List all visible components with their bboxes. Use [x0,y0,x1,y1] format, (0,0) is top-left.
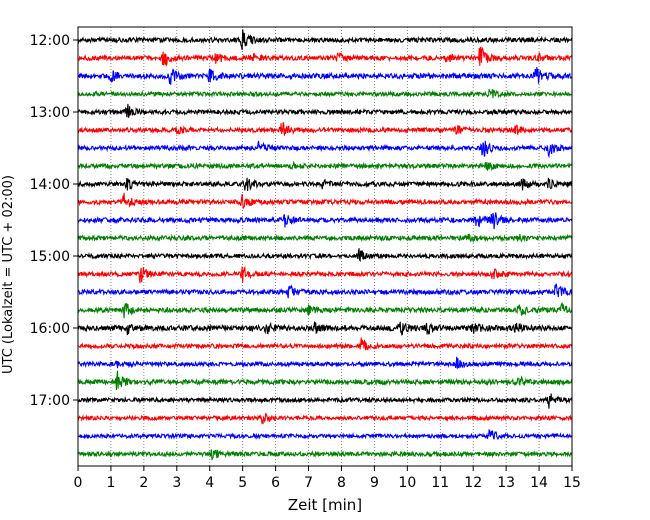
trace-1515 [77,266,573,284]
trace-1445 [77,232,573,244]
y-tick-label: 14:00 [30,177,70,193]
trace-1530 [77,283,573,299]
x-tick-label: 12 [464,475,482,491]
y-tick-label: 15:00 [30,249,70,265]
x-tick-label: 1 [106,475,115,491]
x-tick-label: 14 [530,475,548,491]
y-tick-label: 13:00 [30,105,70,121]
plot-frame [77,26,573,467]
trace-1500 [77,248,573,263]
trace-1430 [77,212,572,230]
x-tick-label: 15 [563,475,581,491]
x-tick-label: 8 [337,475,346,491]
seismogram-traces [77,29,573,461]
x-tick-label: 11 [431,475,449,491]
x-tick-label: 9 [370,475,379,491]
trace-1645 [77,370,573,391]
trace-1415 [77,192,573,209]
trace-1615 [77,337,573,351]
trace-1245 [77,88,573,99]
trace-1345 [77,160,573,172]
trace-1300 [77,103,573,118]
trace-1545 [77,302,573,319]
x-tick-label: 6 [271,475,280,491]
x-tick-label: 4 [205,475,214,491]
x-tick-label: 13 [497,475,515,491]
trace-1315 [77,122,573,136]
y-tick-label: 16:00 [30,321,70,337]
trace-1230 [77,67,573,85]
axis-ticks: 0 1 2 3 4 5 6 7 8 9 10 11 12 13 14 1512:0013:0014:0015:… [30,33,581,491]
trace-1730 [77,428,573,441]
x-tick-label: 0 [74,475,83,491]
trace-1215 [77,46,573,67]
y-axis-label: UTC (Lokalzeit = UTC + 02:00) [1,175,16,374]
trace-1330 [77,140,573,159]
x-tick-label: 7 [304,475,313,491]
trace-1700 [77,393,573,409]
x-tick-label: 2 [139,475,148,491]
y-tick-label: 17:00 [30,393,70,409]
x-tick-label: 5 [238,475,247,491]
x-tick-label: 10 [398,475,416,491]
x-axis-label: Zeit [min] [288,496,362,514]
trace-1630 [77,356,573,369]
trace-1745 [77,449,573,461]
grid-lines [110,27,540,466]
trace-1715 [77,412,573,425]
trace-1400 [77,177,573,192]
x-tick-label: 3 [172,475,181,491]
trace-1600 [77,321,573,336]
y-tick-label: 12:00 [30,33,70,49]
trace-1200 [77,29,573,50]
